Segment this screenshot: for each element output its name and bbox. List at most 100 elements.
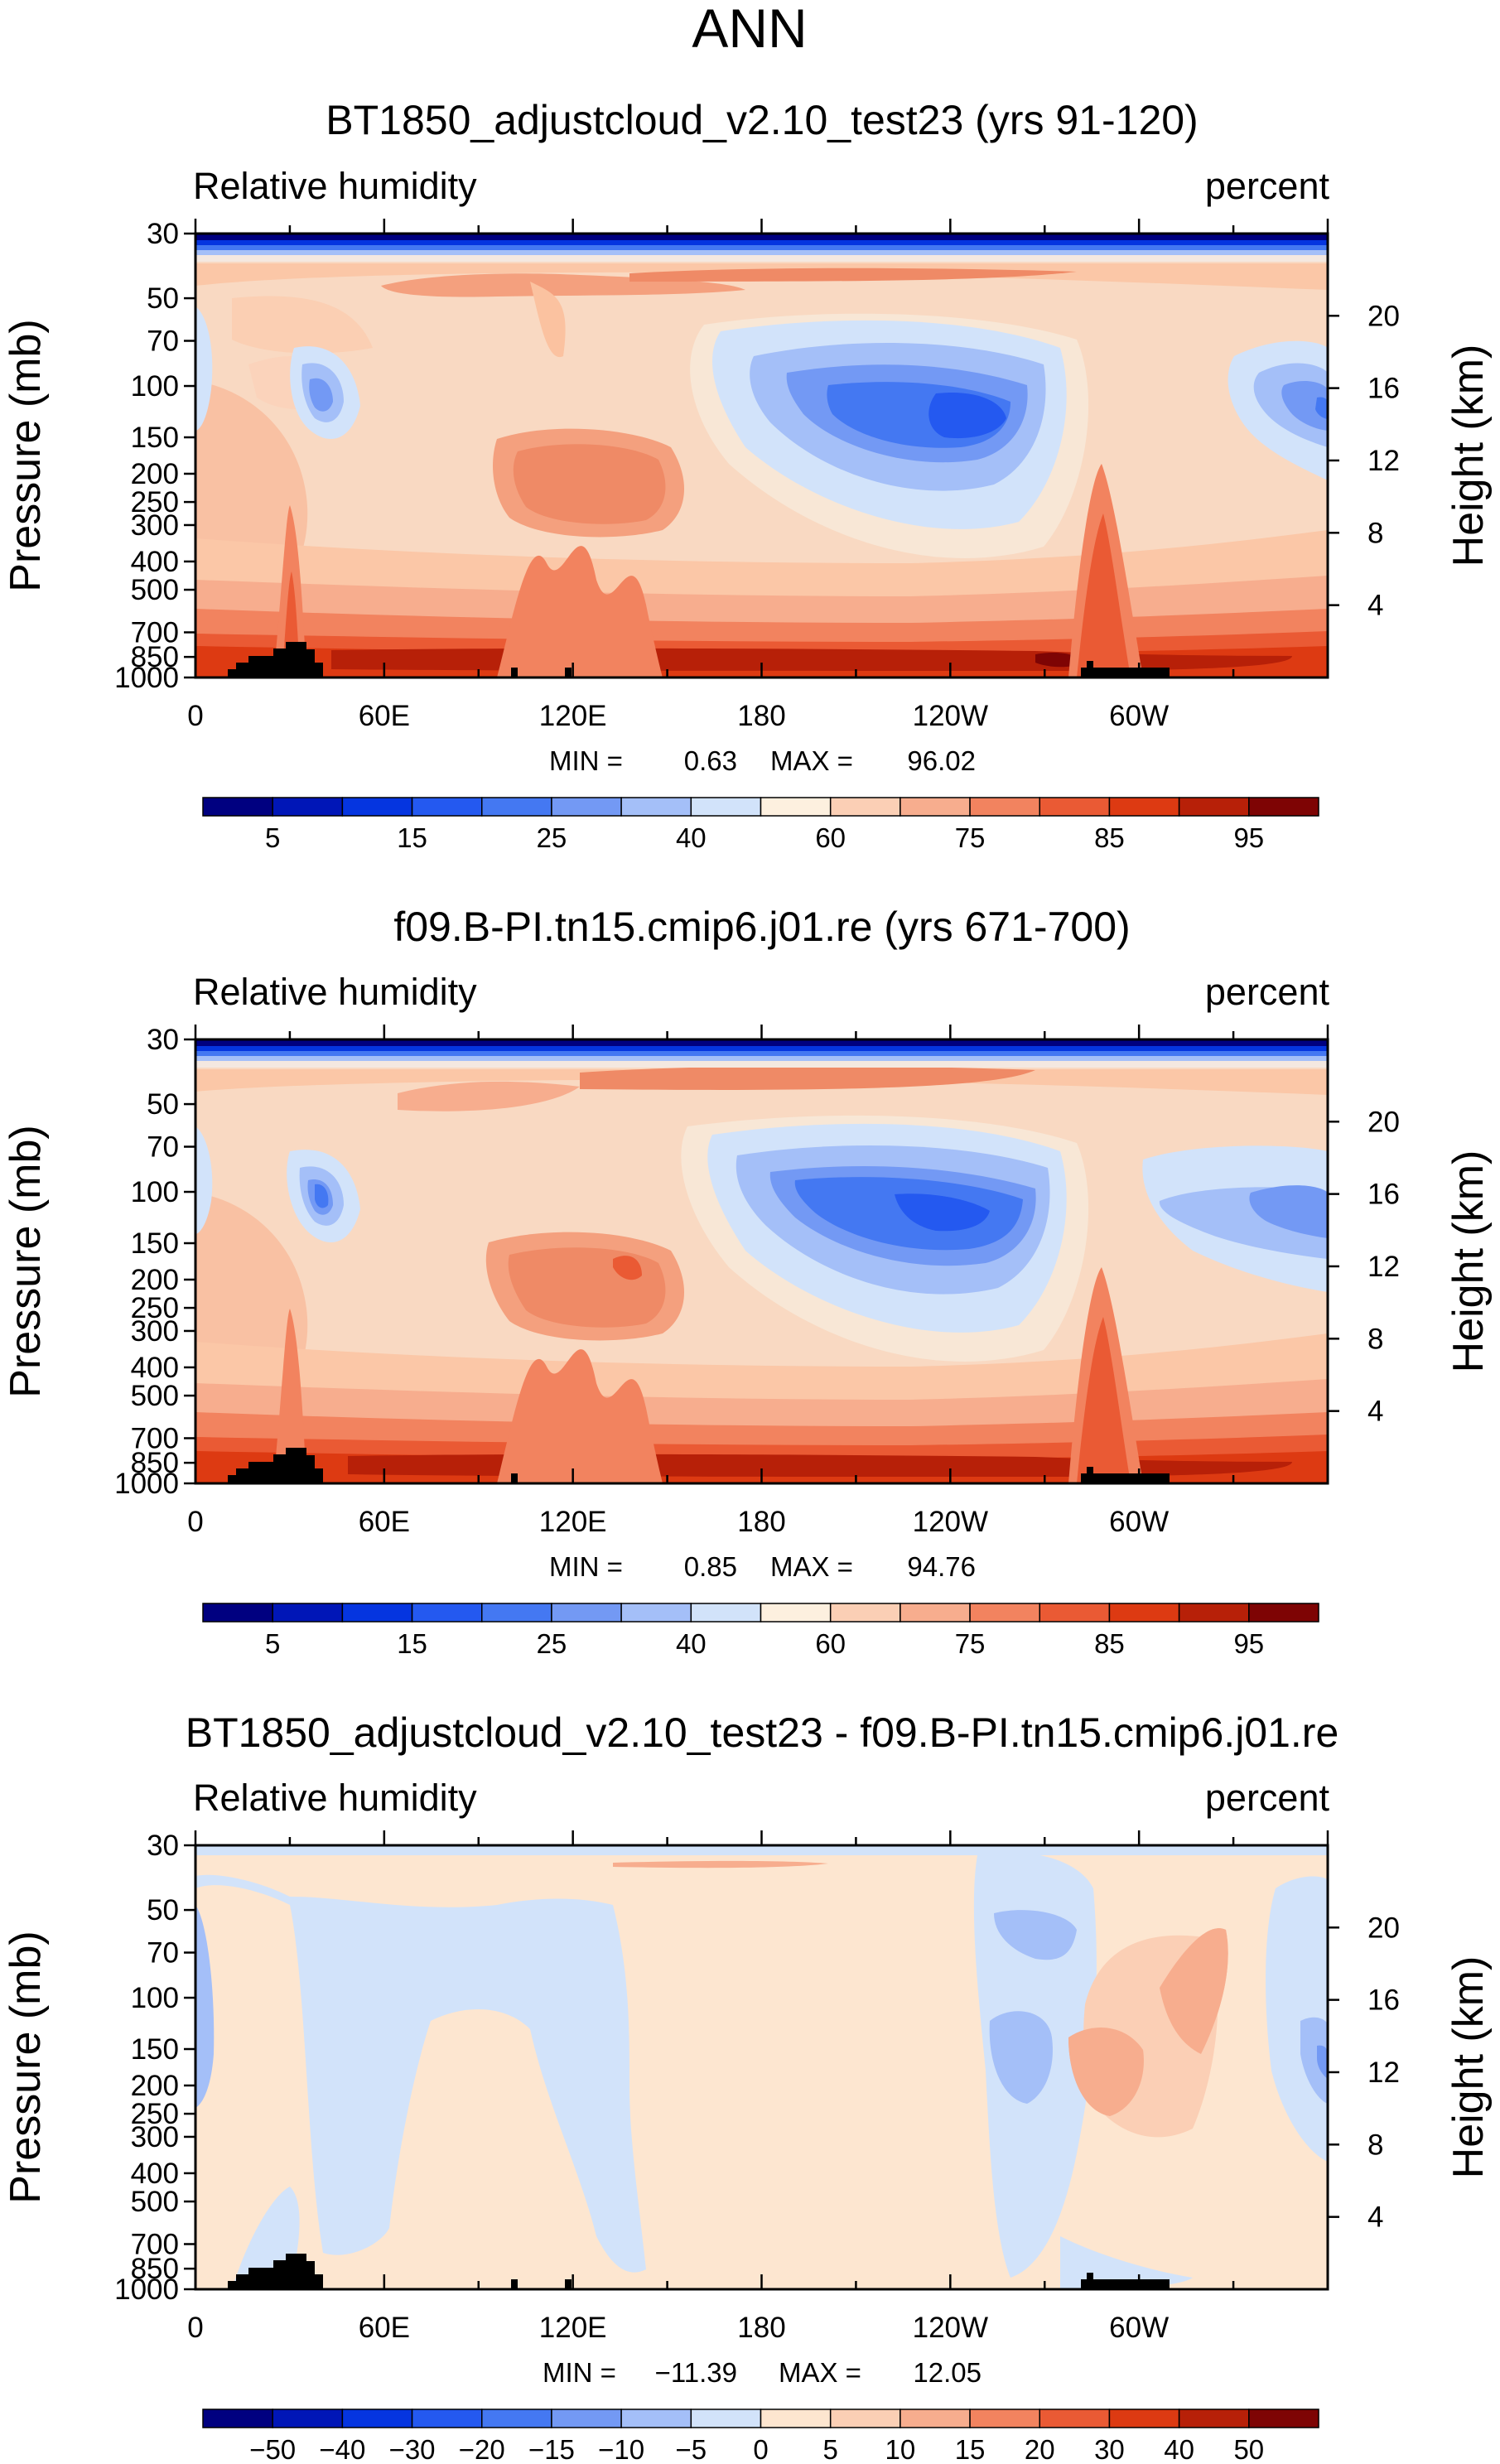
colorbar: 5 15 25 40 60 75 85 95 bbox=[202, 797, 1319, 853]
x-tick-label: 120E bbox=[539, 700, 607, 732]
stat-max-value: 94.76 bbox=[907, 1551, 976, 1582]
y-tick-label: 30 bbox=[147, 1830, 179, 1862]
y-tick-label: 70 bbox=[147, 1131, 179, 1164]
colorbar: 5 15 25 40 60 75 85 95 bbox=[202, 1603, 1319, 1659]
y2-axis-label: Height (km) bbox=[1445, 1150, 1493, 1373]
colorbar-swatch bbox=[690, 2409, 762, 2428]
colorbar: −50 −40 −30 −20 −15 −10 −5 0 5 10 15 20 30 40 50 bbox=[202, 2409, 1319, 2464]
land-mask bbox=[511, 1473, 518, 1483]
stat-max-label: MAX = bbox=[779, 2357, 861, 2388]
colorbar-swatch bbox=[690, 1603, 762, 1623]
colorbar-swatch bbox=[551, 2409, 622, 2428]
variable-label: Relative humidity bbox=[193, 971, 477, 1013]
x-tick-label: 60E bbox=[359, 2312, 410, 2344]
y-tick-label: 400 bbox=[131, 1352, 179, 1384]
y-axis-label: Pressure (mb) bbox=[2, 1125, 50, 1397]
y2-tick-label: 16 bbox=[1367, 1984, 1400, 2017]
colorbar-swatch bbox=[272, 2409, 344, 2428]
y-tick-label: 100 bbox=[131, 370, 179, 403]
colorbar-swatch bbox=[829, 797, 901, 817]
x-tick-label: 0 bbox=[187, 700, 203, 732]
x-tick-label: 120W bbox=[913, 2312, 988, 2344]
colorbar-label: 15 bbox=[397, 1628, 427, 1659]
y2-tick-label: 12 bbox=[1367, 2057, 1400, 2089]
colorbar-label: −50 bbox=[249, 2434, 296, 2464]
stat-max-label: MAX = bbox=[770, 1551, 853, 1582]
y-tick-label: 850 bbox=[131, 1447, 179, 1479]
colorbar-swatch bbox=[272, 797, 344, 817]
colorbar-swatch bbox=[620, 797, 692, 817]
colorbar-label: 10 bbox=[885, 2434, 916, 2464]
y-tick-label: 1000 bbox=[114, 662, 179, 694]
colorbar-label: 85 bbox=[1094, 1628, 1125, 1659]
y-tick-label: 150 bbox=[131, 422, 179, 454]
colorbar-swatch bbox=[760, 797, 832, 817]
colorbar-swatch bbox=[760, 1603, 832, 1623]
colorbar-label: 60 bbox=[815, 822, 846, 853]
colorbar-label: 30 bbox=[1094, 2434, 1125, 2464]
colorbar-label: 25 bbox=[537, 1628, 567, 1659]
colorbar-label: 40 bbox=[676, 822, 707, 853]
y2-tick-label: 4 bbox=[1367, 2201, 1383, 2234]
colorbar-label: 5 bbox=[265, 822, 280, 853]
x-tick-label: 120W bbox=[913, 700, 988, 732]
stat-max-value: 12.05 bbox=[913, 2357, 982, 2388]
y-tick-label: 150 bbox=[131, 1227, 179, 1260]
y2-tick-label: 16 bbox=[1367, 1179, 1400, 1211]
y-tick-label: 400 bbox=[131, 2158, 179, 2190]
y2-tick-label: 8 bbox=[1367, 2129, 1383, 2161]
colorbar-swatch bbox=[481, 1603, 552, 1623]
colorbar-swatch bbox=[551, 1603, 622, 1623]
y-tick-label: 500 bbox=[131, 1380, 179, 1412]
y-axis-label: Pressure (mb) bbox=[2, 319, 50, 591]
y-tick-label: 250 bbox=[131, 2098, 179, 2130]
colorbar-label: 15 bbox=[397, 822, 427, 853]
y-tick-label: 300 bbox=[131, 2121, 179, 2153]
land-mask bbox=[228, 2254, 323, 2289]
colorbar-label: 20 bbox=[1025, 2434, 1055, 2464]
colorbar-label: 0 bbox=[753, 2434, 768, 2464]
colorbar-label: 50 bbox=[1233, 2434, 1264, 2464]
x-tick-label: 120E bbox=[539, 2312, 607, 2344]
y-tick-label: 250 bbox=[131, 486, 179, 518]
colorbar-swatch bbox=[1248, 2409, 1319, 2428]
y-tick-label: 200 bbox=[131, 458, 179, 490]
y2-tick-label: 8 bbox=[1367, 1323, 1383, 1355]
panel-3: BT1850_adjustcloud_v2.10_test23 - f09.B-… bbox=[2, 1709, 1493, 2464]
y2-axis-label: Height (km) bbox=[1445, 1956, 1493, 2179]
y-tick-label: 30 bbox=[147, 1024, 179, 1056]
colorbar-label: 40 bbox=[1164, 2434, 1194, 2464]
y-tick-label: 50 bbox=[147, 1894, 179, 1926]
colorbar-label: 25 bbox=[537, 822, 567, 853]
stat-min-value: 0.63 bbox=[684, 745, 737, 776]
colorbar-swatch bbox=[411, 797, 483, 817]
x-tick-label: 60W bbox=[1109, 2312, 1169, 2344]
y-tick-label: 1000 bbox=[114, 2274, 179, 2306]
land-mask bbox=[228, 642, 323, 677]
colorbar-swatch bbox=[1108, 797, 1180, 817]
y-tick-label: 150 bbox=[131, 2033, 179, 2066]
colorbar-swatch bbox=[341, 2409, 413, 2428]
colorbar-swatch bbox=[272, 1603, 344, 1623]
colorbar-swatch bbox=[690, 797, 762, 817]
colorbar-swatch bbox=[202, 2409, 273, 2428]
y2-tick-label: 8 bbox=[1367, 517, 1383, 549]
y-tick-label: 70 bbox=[147, 325, 179, 358]
colorbar-swatch bbox=[829, 1603, 901, 1623]
land-mask bbox=[1081, 1467, 1170, 1483]
panel-title: f09.B-PI.tn15.cmip6.j01.re (yrs 671-700) bbox=[393, 904, 1130, 950]
colorbar-swatch bbox=[969, 797, 1040, 817]
x-tick-label: 120W bbox=[913, 1506, 988, 1538]
y-tick-label: 500 bbox=[131, 574, 179, 606]
colorbar-label: 60 bbox=[815, 1628, 846, 1659]
y2-axis-label: Height (km) bbox=[1445, 345, 1493, 567]
colorbar-label: −20 bbox=[459, 2434, 505, 2464]
variable-label: Relative humidity bbox=[193, 1777, 477, 1819]
y-tick-label: 700 bbox=[131, 1422, 179, 1454]
units-label: percent bbox=[1205, 971, 1330, 1013]
land-mask bbox=[565, 668, 572, 677]
y-tick-label: 500 bbox=[131, 2186, 179, 2218]
